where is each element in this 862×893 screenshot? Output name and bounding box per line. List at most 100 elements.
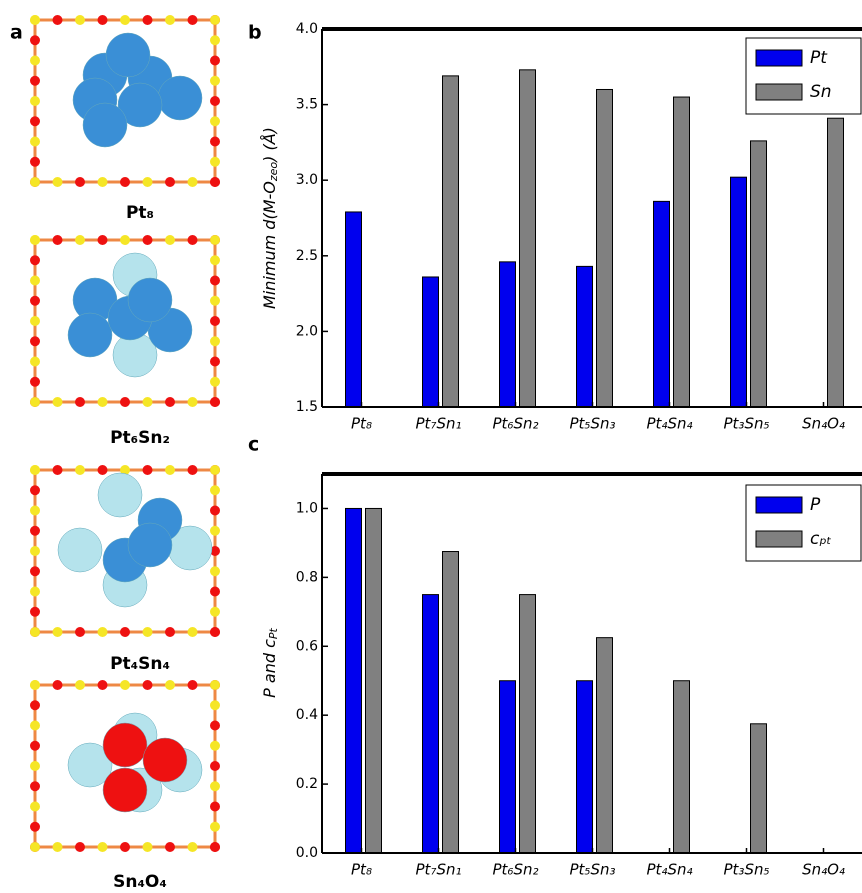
- bar: [597, 89, 613, 407]
- atom: [188, 627, 198, 637]
- atom: [210, 96, 220, 106]
- cluster-atom: [106, 33, 150, 77]
- y-axis-label: Minimum d(M-Ozeo) (Å): [260, 127, 281, 309]
- bar: [828, 118, 844, 407]
- cluster-atom: [143, 738, 187, 782]
- atom: [165, 15, 175, 25]
- atom: [143, 465, 153, 475]
- atom: [143, 15, 153, 25]
- atom: [188, 235, 198, 245]
- atom: [210, 35, 220, 45]
- y-axis-label-part: ) (Å): [260, 127, 279, 163]
- atom: [165, 842, 175, 852]
- atom: [30, 802, 40, 812]
- atom: [165, 397, 175, 407]
- y-tick-label: 1.5: [296, 399, 318, 415]
- y-axis-label-part: Minimum d(M-O: [260, 181, 279, 309]
- atom: [210, 607, 220, 617]
- atom: [210, 721, 220, 731]
- cluster-atom: [128, 278, 172, 322]
- atom: [120, 235, 130, 245]
- atom: [98, 842, 108, 852]
- atom: [30, 506, 40, 516]
- x-tick-label: Pt₇Sn₁: [416, 861, 462, 879]
- atom: [30, 177, 40, 187]
- x-tick-label: Pt₈: [351, 415, 372, 433]
- bar: [500, 262, 516, 407]
- atom: [120, 397, 130, 407]
- atom: [210, 235, 220, 245]
- cluster-atom: [68, 313, 112, 357]
- x-tick-label: Sn₄O₄: [802, 415, 845, 433]
- atom: [98, 397, 108, 407]
- cluster-atom: [83, 103, 127, 147]
- x-tick-label: Pt₃Sn₅: [724, 861, 770, 879]
- atom: [210, 177, 220, 187]
- atom: [188, 680, 198, 690]
- atom: [210, 700, 220, 710]
- y-tick-label: 0.6: [296, 638, 318, 654]
- atom: [165, 465, 175, 475]
- atom: [30, 56, 40, 66]
- atom: [30, 336, 40, 346]
- bar: [520, 70, 536, 407]
- atom: [75, 465, 85, 475]
- atom: [53, 177, 63, 187]
- atom: [75, 235, 85, 245]
- atom: [75, 842, 85, 852]
- atom: [30, 485, 40, 495]
- atom: [210, 255, 220, 265]
- atom: [30, 296, 40, 306]
- atom: [210, 506, 220, 516]
- atom: [143, 842, 153, 852]
- atom: [210, 526, 220, 536]
- atom: [165, 627, 175, 637]
- atom: [210, 316, 220, 326]
- atom: [30, 235, 40, 245]
- atom: [120, 15, 130, 25]
- atom: [75, 397, 85, 407]
- y-axis-label-part: P and c: [260, 639, 279, 698]
- x-tick-label: Pt₄Sn₄: [647, 861, 693, 879]
- atom: [75, 15, 85, 25]
- atom: [143, 397, 153, 407]
- structure-label: Pt₆Sn₂: [110, 428, 170, 448]
- legend-label: Pt: [810, 48, 828, 68]
- atom: [210, 76, 220, 86]
- atom: [30, 35, 40, 45]
- atom: [98, 627, 108, 637]
- atom: [143, 627, 153, 637]
- cluster-atom: [103, 723, 147, 767]
- atom: [53, 680, 63, 690]
- atom: [30, 276, 40, 286]
- legend-label: P: [810, 495, 821, 515]
- atom: [30, 761, 40, 771]
- x-tick-label: Sn₄O₄: [802, 861, 845, 879]
- y-tick-label: 0.4: [296, 707, 318, 723]
- bar: [366, 508, 382, 853]
- atom: [188, 177, 198, 187]
- atom: [210, 56, 220, 66]
- bar: [520, 595, 536, 853]
- atom: [53, 465, 63, 475]
- atom: [53, 15, 63, 25]
- cluster-atom: [58, 528, 102, 572]
- atom: [30, 526, 40, 536]
- bar: [751, 724, 767, 853]
- bar: [500, 681, 516, 853]
- legend-box: [746, 485, 861, 561]
- bar: [577, 266, 593, 407]
- cluster-atom: [158, 76, 202, 120]
- atom: [210, 627, 220, 637]
- atom: [143, 177, 153, 187]
- legend-swatch: [756, 84, 802, 100]
- bar: [751, 141, 767, 407]
- atom: [210, 116, 220, 126]
- atom: [30, 76, 40, 86]
- bar: [654, 201, 670, 407]
- bar: [423, 277, 439, 407]
- x-tick-label: Pt₈: [351, 861, 372, 879]
- atom: [30, 566, 40, 576]
- atom: [98, 680, 108, 690]
- atom: [30, 607, 40, 617]
